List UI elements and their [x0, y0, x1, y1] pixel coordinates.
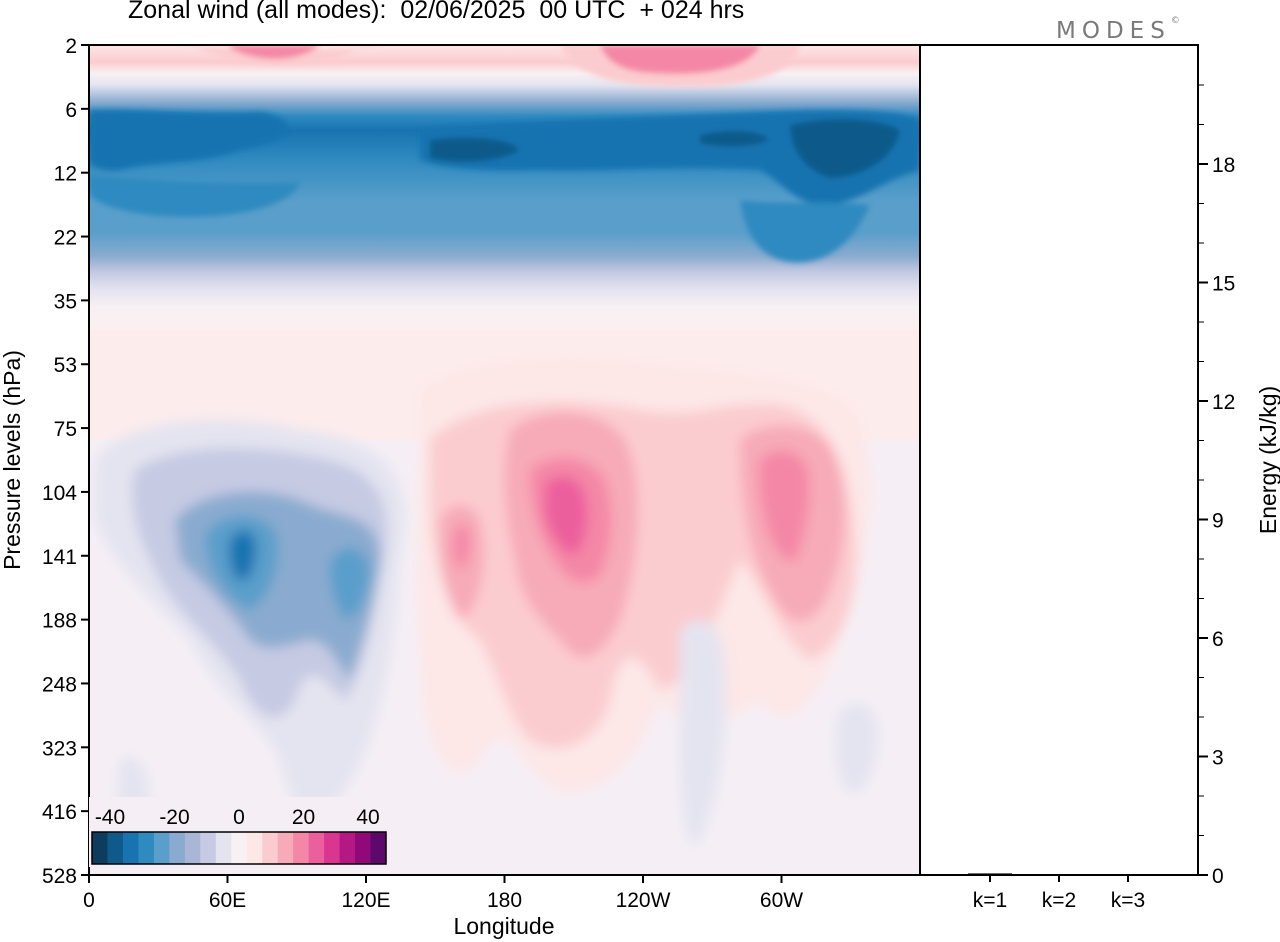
- colorbar-tick-label: 0: [233, 806, 245, 829]
- jet-darkest-core-1: [430, 137, 520, 162]
- pressure-tick-label: 104: [42, 482, 77, 505]
- lower-structure: [95, 358, 879, 846]
- pressure-tick-label: 6: [65, 99, 77, 122]
- colorbar-swatch: [231, 832, 248, 864]
- jet-lower-lobe: [740, 200, 870, 263]
- pressure-tick-label: 35: [54, 290, 77, 313]
- energy-axis-title: Energy (kJ/kg): [1255, 386, 1280, 534]
- logo-text: MODES: [1056, 18, 1171, 44]
- energy-tick-label: 9: [1212, 510, 1224, 533]
- energy-axis: 0 3 6 9 12 15 18: [1198, 84, 1235, 888]
- colorbar-tick-label: -40: [95, 806, 125, 829]
- pressure-tick-label: 323: [42, 737, 77, 760]
- energy-category-label: k=1: [973, 889, 1007, 912]
- pink-core-darkest: [545, 476, 587, 555]
- faint-blue-patch-1: [680, 620, 727, 846]
- energy-tick-label: 6: [1212, 628, 1224, 651]
- colorbar-swatch: [355, 832, 372, 864]
- heatmap-field: [89, 45, 920, 875]
- x-axis-title: Longitude: [453, 913, 554, 939]
- energy-tick-label: 18: [1212, 154, 1235, 177]
- pressure-tick-label: 2: [65, 35, 77, 58]
- longitude-axis: 0 60E 120E 180 120W 60W: [83, 875, 803, 912]
- jet-darkest-core-2: [790, 118, 900, 178]
- colorbar-swatch: [107, 832, 124, 864]
- modes-logo: MODES©: [1056, 16, 1180, 44]
- pressure-tick-label: 528: [42, 865, 77, 888]
- colorbar-swatch: [324, 832, 341, 864]
- colorbar-swatch: [153, 832, 170, 864]
- chart-title: Zonal wind (all modes): 02/06/2025 00 UT…: [128, 0, 745, 24]
- colorbar-swatch: [370, 832, 387, 864]
- colorbar-tick-label: 20: [292, 806, 315, 829]
- pressure-tick-label: 75: [54, 418, 77, 441]
- blue-lobe-darkest: [229, 530, 256, 581]
- colorbar-swatch: [308, 832, 325, 864]
- energy-tick-label: 12: [1212, 391, 1235, 414]
- energy-bar: [1106, 874, 1150, 876]
- top-pink-core-east: [600, 45, 760, 74]
- pressure-axis: 2 6 12 22 35 53 75 104 141 188 248 323 416 528: [42, 35, 89, 888]
- colorbar-tick-label: 40: [356, 806, 379, 829]
- colorbar-swatch: [92, 832, 108, 864]
- pressure-tick-label: 22: [54, 227, 77, 250]
- pressure-tick-label: 12: [54, 163, 77, 186]
- longitude-tick-label: 120E: [341, 889, 390, 912]
- pink-core-east: [759, 450, 810, 561]
- colorbar-swatch: [169, 832, 186, 864]
- energy-bar: [1037, 874, 1081, 876]
- energy-bar: [968, 873, 1012, 875]
- energy-tick-label: 0: [1212, 865, 1224, 888]
- colorbar-tick-label: -20: [159, 806, 189, 829]
- blue-lobe-core-east: [329, 547, 370, 620]
- energy-category-label: k=2: [1042, 889, 1076, 912]
- y-axis-title: Pressure levels (hPa): [0, 350, 25, 570]
- colorbar: -40 -20 0 20 40: [89, 797, 389, 867]
- colorbar-swatch: [339, 832, 356, 864]
- energy-panel-frame: [919, 44, 1199, 876]
- colorbar-swatch: [122, 832, 139, 864]
- faint-blue-patch-2: [835, 703, 879, 793]
- jet-structure: [89, 45, 920, 263]
- longitude-tick-label: 60W: [760, 889, 803, 912]
- energy-tick-label: 3: [1212, 747, 1224, 770]
- colorbar-swatch: [215, 832, 232, 864]
- colorbar-swatch: [200, 832, 217, 864]
- pressure-tick-label: 141: [42, 546, 77, 569]
- jet-darkest-core-3: [700, 130, 770, 147]
- longitude-tick-label: 120W: [616, 889, 671, 912]
- longitude-tick-label: 0: [83, 889, 95, 912]
- logo-mark: ©: [1170, 16, 1180, 26]
- energy-category-label: k=3: [1111, 889, 1145, 912]
- longitude-tick-label: 60E: [209, 889, 246, 912]
- top-pink-core-west: [230, 45, 320, 59]
- pink-core-small: [453, 524, 470, 569]
- pressure-tick-label: 248: [42, 673, 77, 696]
- pressure-tick-label: 416: [42, 801, 77, 824]
- colorbar-swatch: [184, 832, 201, 864]
- colorbar-swatch: [277, 832, 294, 864]
- jet-core-west: [89, 109, 288, 171]
- colorbar-swatch: [246, 832, 263, 864]
- colorbar-swatch: [138, 832, 155, 864]
- colorbar-swatch: [293, 832, 310, 864]
- longitude-tick-label: 180: [487, 889, 522, 912]
- colorbar-frame: [91, 831, 387, 865]
- energy-tick-label: 15: [1212, 273, 1235, 296]
- pressure-tick-label: 188: [42, 610, 77, 633]
- colorbar-swatch: [262, 832, 279, 864]
- energy-bars: k=1 k=2 k=3: [968, 873, 1150, 912]
- jet-lower-lobe-west: [89, 175, 300, 217]
- pressure-tick-label: 53: [54, 354, 77, 377]
